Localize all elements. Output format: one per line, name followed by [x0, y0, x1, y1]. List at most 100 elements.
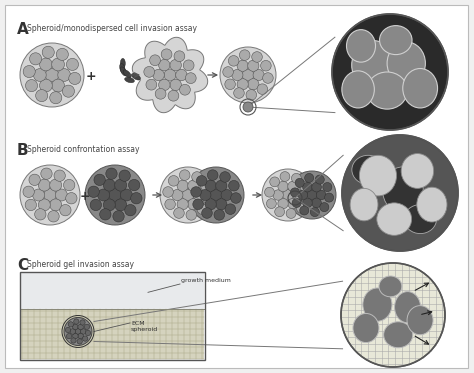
Circle shape: [115, 179, 127, 191]
Circle shape: [201, 181, 211, 191]
Circle shape: [210, 189, 222, 201]
Circle shape: [196, 176, 207, 186]
Circle shape: [64, 317, 92, 345]
Circle shape: [165, 199, 175, 210]
Circle shape: [203, 193, 213, 203]
Circle shape: [273, 190, 283, 200]
Circle shape: [278, 181, 288, 192]
Circle shape: [188, 199, 199, 210]
Circle shape: [325, 193, 334, 202]
Circle shape: [103, 179, 115, 191]
Circle shape: [292, 198, 301, 207]
Ellipse shape: [407, 305, 433, 335]
Circle shape: [65, 327, 71, 333]
Circle shape: [300, 182, 310, 191]
Circle shape: [36, 90, 48, 102]
Circle shape: [69, 72, 81, 85]
Circle shape: [264, 187, 274, 197]
Circle shape: [81, 329, 86, 334]
Circle shape: [44, 189, 56, 201]
Circle shape: [312, 198, 321, 208]
Circle shape: [286, 209, 296, 218]
Circle shape: [52, 58, 64, 71]
Circle shape: [221, 189, 232, 201]
Text: ECM
spheroid: ECM spheroid: [131, 321, 158, 332]
Ellipse shape: [387, 42, 425, 85]
Circle shape: [88, 186, 100, 197]
Circle shape: [161, 49, 172, 60]
Circle shape: [253, 69, 264, 81]
Circle shape: [239, 50, 250, 60]
Circle shape: [296, 203, 306, 213]
Ellipse shape: [383, 167, 423, 213]
Bar: [21, 273, 204, 309]
Circle shape: [66, 333, 72, 339]
Circle shape: [94, 174, 105, 185]
Ellipse shape: [403, 69, 438, 108]
Text: Spheroid confrontation assay: Spheroid confrontation assay: [27, 145, 139, 154]
Circle shape: [174, 51, 185, 62]
Ellipse shape: [377, 203, 411, 235]
Text: +: +: [86, 70, 96, 84]
Circle shape: [23, 186, 34, 197]
Bar: [20, 272, 205, 360]
Circle shape: [266, 199, 276, 209]
Circle shape: [177, 180, 188, 191]
Circle shape: [75, 329, 81, 335]
Ellipse shape: [352, 155, 384, 184]
Ellipse shape: [359, 155, 397, 196]
Text: Spheroid/monodispersed cell invasion assay: Spheroid/monodispersed cell invasion ass…: [27, 24, 197, 33]
Circle shape: [56, 48, 68, 60]
Circle shape: [305, 173, 314, 182]
Circle shape: [263, 73, 273, 83]
Circle shape: [163, 187, 173, 197]
Circle shape: [186, 210, 197, 220]
Circle shape: [60, 204, 71, 216]
Ellipse shape: [131, 73, 140, 80]
Circle shape: [234, 88, 244, 98]
Circle shape: [71, 338, 76, 343]
Circle shape: [316, 190, 326, 200]
Ellipse shape: [346, 30, 375, 62]
Circle shape: [228, 181, 239, 191]
Circle shape: [237, 60, 248, 71]
Circle shape: [173, 208, 184, 218]
Circle shape: [78, 333, 83, 339]
Circle shape: [25, 199, 36, 211]
Circle shape: [237, 79, 248, 90]
Circle shape: [63, 85, 74, 97]
Circle shape: [85, 165, 145, 225]
Ellipse shape: [363, 288, 392, 321]
Circle shape: [200, 189, 211, 201]
Circle shape: [228, 56, 239, 66]
Ellipse shape: [352, 41, 396, 90]
Circle shape: [73, 324, 78, 330]
Ellipse shape: [401, 154, 434, 188]
Ellipse shape: [120, 59, 125, 68]
Circle shape: [301, 193, 311, 203]
Circle shape: [20, 165, 80, 225]
Circle shape: [216, 199, 227, 210]
Circle shape: [270, 177, 280, 187]
Circle shape: [261, 60, 271, 71]
Circle shape: [39, 58, 52, 71]
Ellipse shape: [380, 26, 412, 54]
Ellipse shape: [342, 71, 374, 108]
Ellipse shape: [383, 322, 413, 348]
Circle shape: [125, 204, 136, 216]
Circle shape: [307, 190, 317, 200]
Circle shape: [180, 170, 190, 181]
Circle shape: [38, 179, 50, 191]
Bar: [21, 309, 204, 359]
Circle shape: [257, 84, 268, 94]
Circle shape: [98, 189, 109, 201]
Circle shape: [168, 90, 179, 101]
Circle shape: [23, 66, 35, 78]
Ellipse shape: [417, 187, 447, 222]
Circle shape: [216, 180, 227, 191]
Circle shape: [164, 69, 176, 81]
Circle shape: [225, 79, 236, 90]
Text: A: A: [17, 22, 29, 37]
Circle shape: [39, 79, 52, 92]
Circle shape: [191, 187, 201, 197]
